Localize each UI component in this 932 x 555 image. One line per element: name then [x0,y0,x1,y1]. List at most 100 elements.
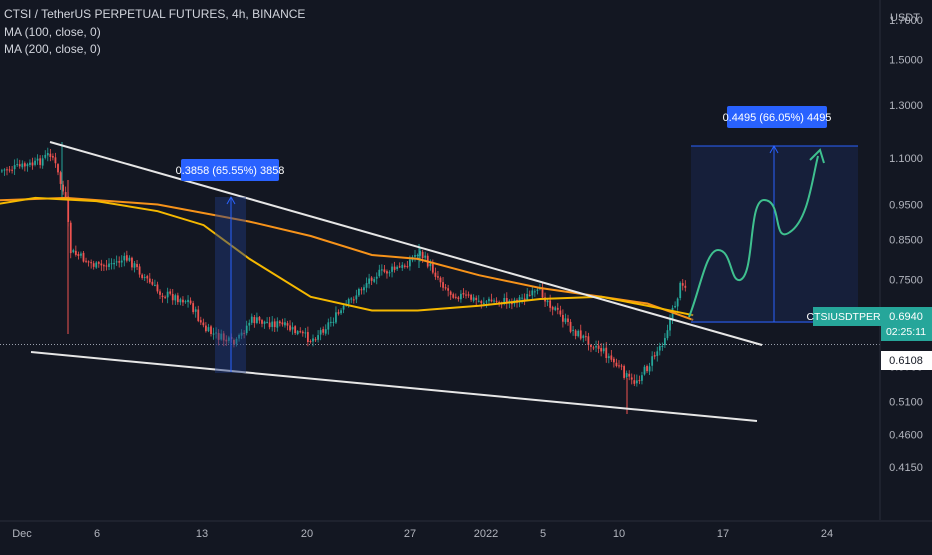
candle-body [409,259,411,267]
candle-body [317,335,319,340]
candle-body [212,333,215,335]
candle-body [258,316,261,321]
candle-body [526,293,529,301]
candle-body [273,321,276,328]
candle-body [679,282,682,299]
candle-body [602,348,605,352]
candle-body [314,339,317,341]
candle-body [393,266,396,270]
candle-body [100,263,103,266]
lower-trendline[interactable] [30,351,758,422]
symbol-title[interactable]: CTSI / TetherUS PERPETUAL FUTURES, 4h, B… [4,7,306,21]
candle-body [197,309,200,321]
candle-body [296,331,299,335]
currency-label: USDT [890,12,920,24]
candle-body [120,260,123,263]
candle-body [605,347,608,359]
candle-body [31,162,34,166]
candle-body [207,327,210,332]
candle-body [176,295,179,303]
candle-body [421,251,424,259]
candle-body [587,336,590,346]
candle-body [554,307,557,311]
right-measure-label: 0.4495 (66.05%) 4495 [723,112,832,124]
candle-body [243,332,246,334]
candle-body [386,271,388,274]
candle-body [146,276,149,279]
candle-body [284,322,286,326]
candle-body [46,153,49,156]
candle-body [151,281,154,285]
ma100-legend[interactable]: MA (100, close, 0) [4,24,101,39]
candle-body [597,345,600,349]
candle-body [34,160,36,165]
price-axis[interactable]: USDT 1.7000 1.5000 1.3000 1.1000 0.9500 0.850… [879,0,923,520]
candle-body [289,325,291,331]
candle-body [41,158,44,166]
ma100-line [0,196,694,317]
candle-body [567,318,569,322]
candle-body [11,169,13,171]
price-tick-label: 1.7000 [889,15,923,27]
candle-body [108,263,110,267]
candle-body [217,332,220,340]
candle-body [131,257,133,268]
candle-body [159,291,161,295]
candle-body [136,264,138,268]
candle-body [424,255,427,258]
candle-body [301,331,304,334]
candle-body [635,380,638,384]
candle-body [378,269,381,277]
candle-body [133,263,136,268]
candle-body [90,262,93,264]
candle-body [179,299,182,303]
candle-body [475,297,478,300]
candle-body [467,294,470,296]
candle-body [227,337,230,341]
candle-body [220,333,223,340]
candle-body [521,297,523,299]
candle-body [199,320,202,323]
candle-body [184,301,187,303]
candle-body [559,310,562,315]
candle-body [245,325,248,334]
price-badge-value: 0.6940 [889,311,923,323]
candle-body [666,330,669,339]
ma200-legend[interactable]: MA (200, close, 0) [4,42,101,56]
candle-body [72,250,75,253]
projection-path[interactable] [688,148,825,318]
candle-body [281,322,284,325]
candle-body [623,366,625,378]
candle-body [174,295,177,301]
candle-body [653,355,656,357]
candle-body [169,291,172,294]
candle-body [329,321,332,323]
candle-body [462,292,465,295]
candle-body [148,278,151,283]
candle-body [684,285,687,288]
candle-body [373,279,376,282]
candle-body [286,323,289,326]
right-measure-tool[interactable]: 0.4495 (66.05%) 4495 [691,106,880,323]
left-measure-tool[interactable]: 0.3858 (65.55%) 3858 [176,159,285,373]
time-axis[interactable]: Dec 6 13 20 27 2022 5 10 17 24 [0,520,932,540]
candle-body [579,330,582,339]
candle-body [493,300,495,302]
candle-body [347,299,350,304]
candle-body [472,297,475,301]
candle-body [398,266,401,268]
candle-body [431,263,434,273]
candle-body [278,321,281,324]
candle-body [332,321,335,323]
candle-body [97,262,100,264]
candle-body [23,163,26,167]
candle-body [391,266,393,272]
candle-body [388,272,391,274]
candle-body [480,301,483,304]
upper-trendline[interactable] [49,141,763,346]
candle-body [439,277,442,283]
candle-body [166,291,169,298]
candle-body [64,192,67,198]
